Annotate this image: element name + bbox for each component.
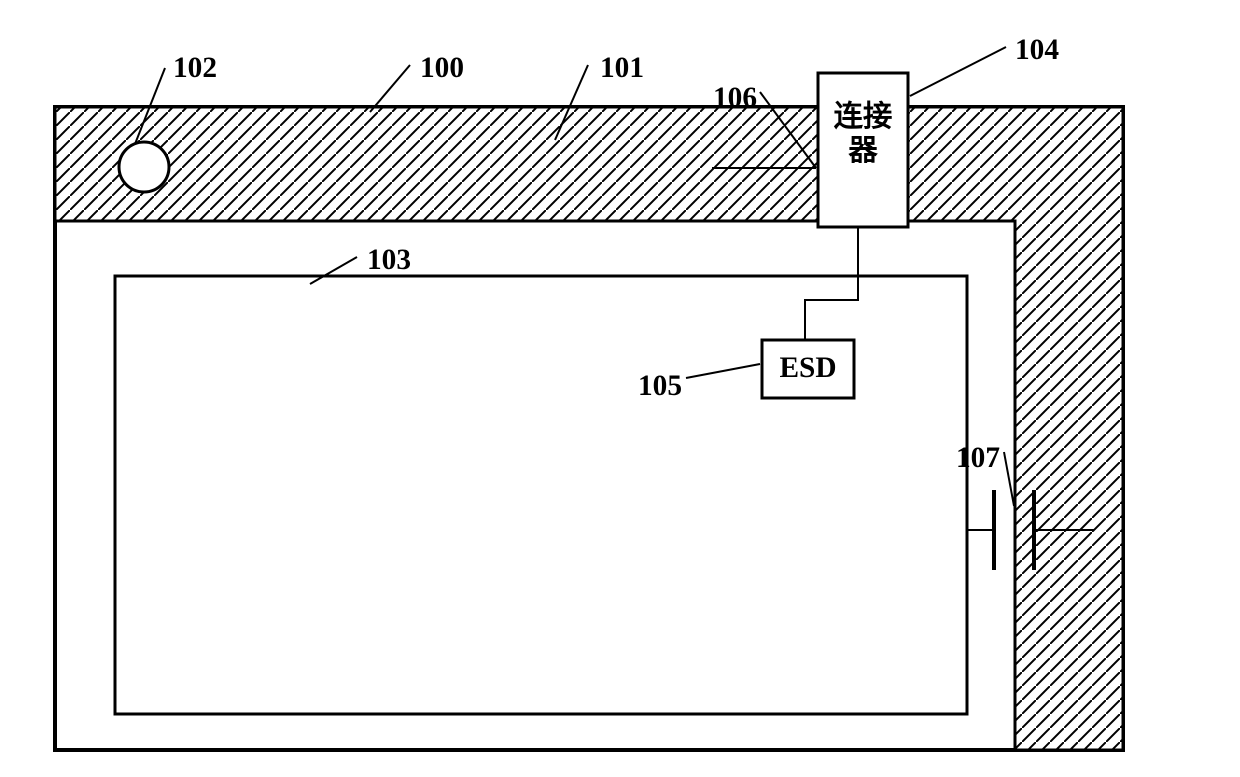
- callout-label-103: 103: [367, 244, 411, 277]
- callout-label-105: 105: [638, 370, 682, 403]
- leader-104: [910, 47, 1006, 96]
- callout-label-102: 102: [173, 52, 217, 85]
- callout-label-100: 100: [420, 52, 464, 85]
- connector-box-text: 连接器: [818, 101, 908, 168]
- esd-box-text: ESD: [762, 352, 854, 386]
- callout-label-106: 106: [713, 82, 757, 115]
- callout-label-104: 104: [1015, 34, 1059, 67]
- diagram-svg: [0, 0, 1240, 777]
- hole-circle: [119, 142, 169, 192]
- leader-100: [370, 65, 410, 112]
- callout-label-101: 101: [600, 52, 644, 85]
- diagram-canvas: 100 101 102 103 104 105 106 107 连接器 ESD: [0, 0, 1240, 777]
- callout-label-107: 107: [956, 442, 1000, 475]
